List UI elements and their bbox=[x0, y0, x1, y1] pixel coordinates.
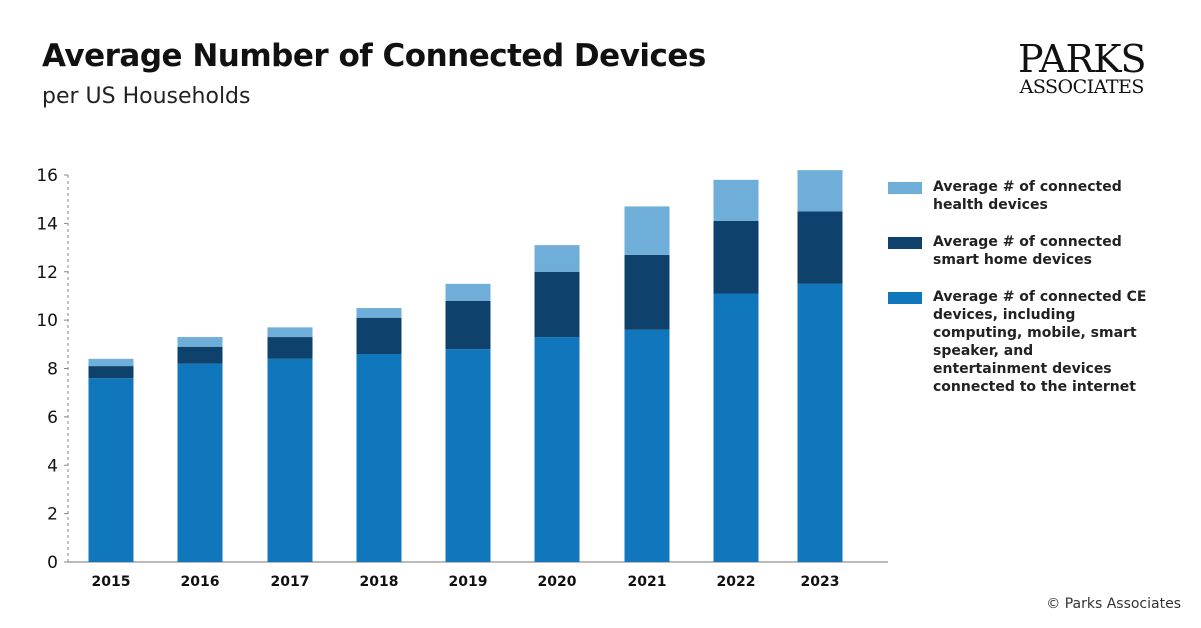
parks-associates-logo: PARKS ASSOCIATES bbox=[1018, 37, 1147, 98]
copyright: © Parks Associates bbox=[1046, 596, 1181, 612]
bar-health-2023 bbox=[797, 170, 843, 212]
bar-smart-home-2016 bbox=[177, 346, 223, 364]
bar-health-2022 bbox=[713, 179, 759, 221]
x-tick-label: 2020 bbox=[538, 574, 577, 590]
bar-smart-home-2020 bbox=[534, 271, 580, 338]
legend-item-smart-home: Average # of connected smart home device… bbox=[888, 233, 1148, 269]
chart-title: Average Number of Connected Devices bbox=[42, 38, 706, 74]
bar-smart-home-2019 bbox=[445, 300, 491, 350]
x-tick-label: 2016 bbox=[181, 574, 220, 590]
y-tick-label: 2 bbox=[47, 505, 58, 525]
y-tick-label: 0 bbox=[47, 553, 58, 573]
bar-ce-2018 bbox=[356, 353, 402, 562]
x-tick-label: 2023 bbox=[801, 574, 840, 590]
bar-ce-2020 bbox=[534, 337, 580, 562]
y-tick-label: 8 bbox=[47, 360, 58, 380]
bar-ce-2017 bbox=[267, 358, 313, 562]
bar-health-2015 bbox=[88, 358, 134, 367]
bar-smart-home-2023 bbox=[797, 211, 843, 284]
y-tick-label: 16 bbox=[36, 166, 58, 186]
bar-smart-home-2018 bbox=[356, 317, 402, 354]
chart-subtitle: per US Households bbox=[42, 84, 251, 109]
x-tick-label: 2022 bbox=[717, 574, 756, 590]
legend-item-ce: Average # of connected CE devices, inclu… bbox=[888, 288, 1148, 396]
legend-item-health: Average # of connected health devices bbox=[888, 178, 1148, 214]
y-tick-label: 14 bbox=[36, 214, 58, 234]
logo-line2: ASSOCIATES bbox=[1019, 76, 1145, 98]
legend-swatch-health bbox=[888, 182, 922, 194]
x-tick-label: 2017 bbox=[271, 574, 310, 590]
x-tick-label: 2021 bbox=[628, 574, 667, 590]
x-tick-label: 2019 bbox=[449, 574, 488, 590]
legend-label-health: Average # of connected health devices bbox=[933, 179, 1122, 213]
bar-ce-2021 bbox=[624, 329, 670, 562]
bar-health-2021 bbox=[624, 206, 670, 255]
y-tick-label: 6 bbox=[47, 408, 58, 428]
bar-health-2019 bbox=[445, 283, 491, 301]
legend-label-ce: Average # of connected CE devices, inclu… bbox=[933, 289, 1147, 395]
bar-health-2016 bbox=[177, 337, 223, 347]
bar-health-2017 bbox=[267, 327, 313, 338]
bar-ce-2015 bbox=[88, 378, 134, 562]
legend-label-smart-home: Average # of connected smart home device… bbox=[933, 234, 1122, 268]
bar-smart-home-2015 bbox=[88, 366, 134, 379]
bar-smart-home-2017 bbox=[267, 337, 313, 359]
y-tick-label: 4 bbox=[47, 456, 58, 476]
bar-smart-home-2021 bbox=[624, 254, 670, 330]
x-tick-label: 2018 bbox=[360, 574, 399, 590]
logo-line1: PARKS bbox=[1018, 37, 1147, 81]
legend-swatch-ce bbox=[888, 292, 922, 304]
y-tick-label: 10 bbox=[36, 311, 58, 331]
y-tick-label: 12 bbox=[36, 263, 58, 283]
legend: Average # of connected health devices Av… bbox=[888, 178, 1148, 415]
bar-ce-2022 bbox=[713, 293, 759, 562]
bar-ce-2016 bbox=[177, 363, 223, 562]
bar-ce-2019 bbox=[445, 349, 491, 562]
bar-health-2020 bbox=[534, 245, 580, 272]
legend-swatch-smart-home bbox=[888, 237, 922, 249]
x-tick-label: 2015 bbox=[92, 574, 131, 590]
bar-smart-home-2022 bbox=[713, 220, 759, 294]
bar-health-2018 bbox=[356, 308, 402, 318]
bar-ce-2023 bbox=[797, 283, 843, 562]
